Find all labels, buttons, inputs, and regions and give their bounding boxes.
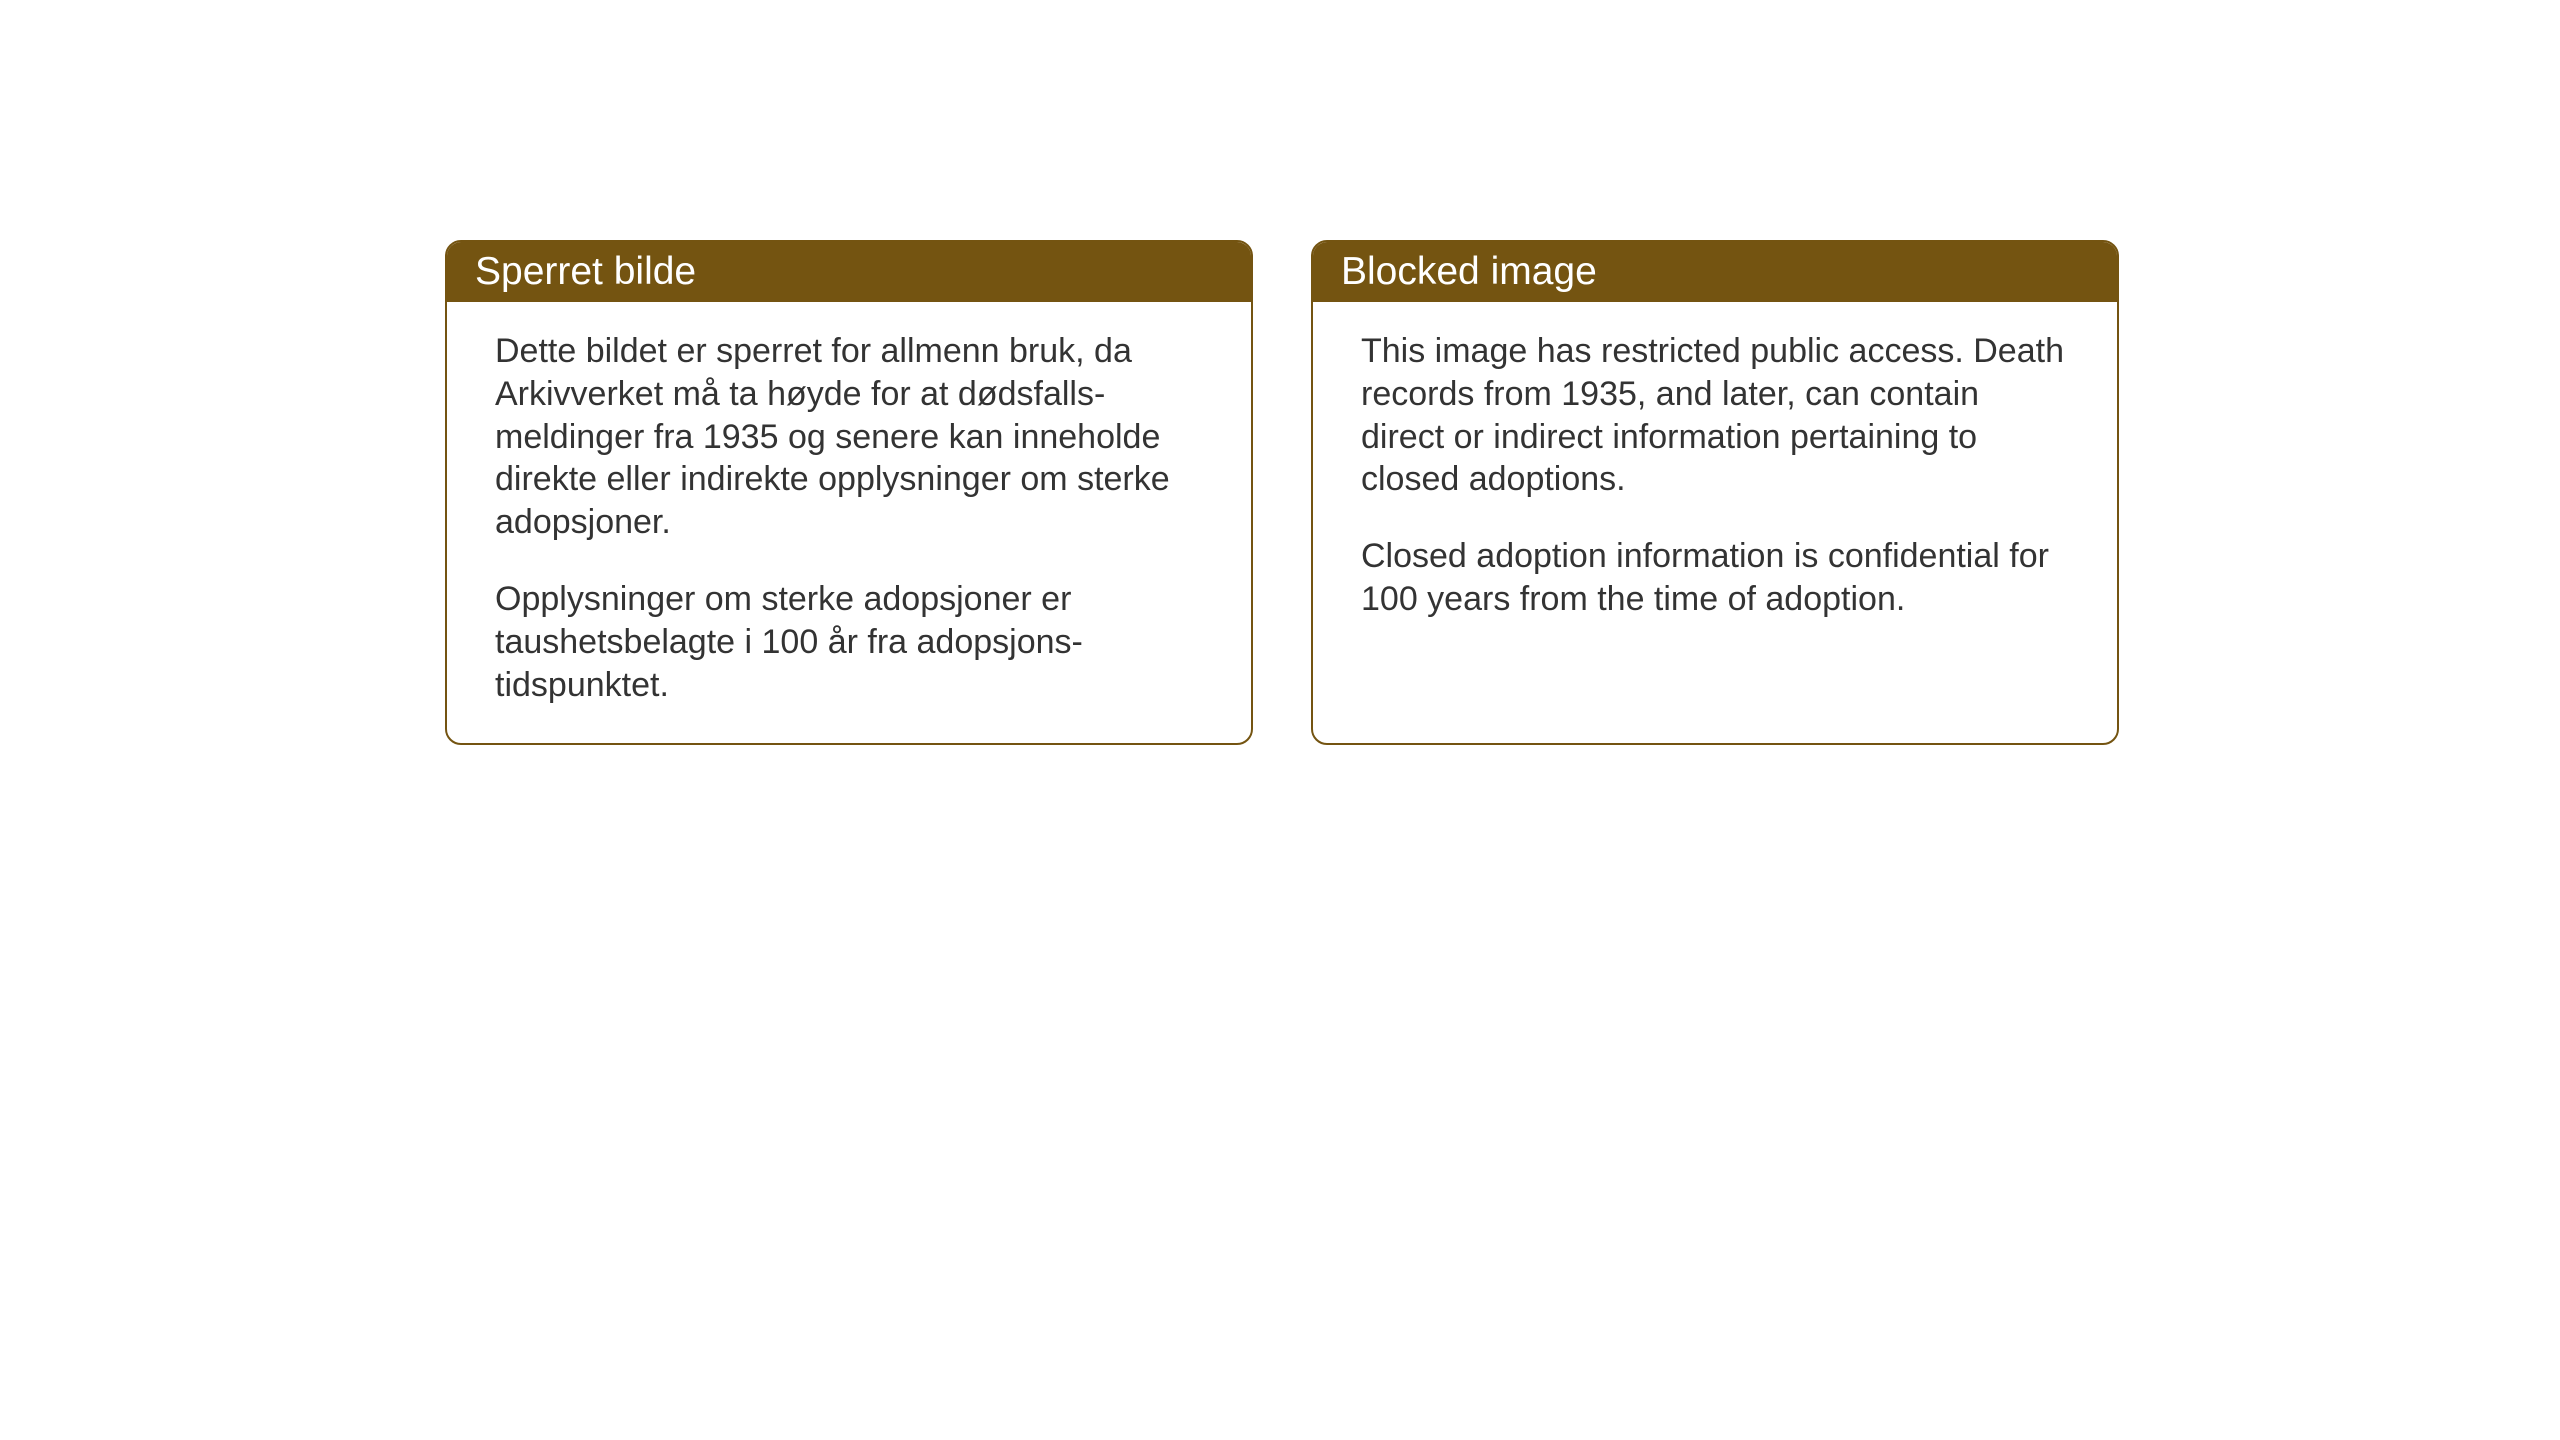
notice-body-norwegian: Dette bildet er sperret for allmenn bruk… <box>447 302 1251 743</box>
notice-container: Sperret bilde Dette bildet er sperret fo… <box>445 240 2119 745</box>
notice-paragraph: Closed adoption information is confident… <box>1361 535 2069 621</box>
notice-paragraph: Opplysninger om sterke adopsjoner er tau… <box>495 578 1203 706</box>
notice-paragraph: Dette bildet er sperret for allmenn bruk… <box>495 330 1203 544</box>
notice-header-norwegian: Sperret bilde <box>447 242 1251 302</box>
notice-box-english: Blocked image This image has restricted … <box>1311 240 2119 745</box>
notice-body-english: This image has restricted public access.… <box>1313 302 2117 722</box>
notice-box-norwegian: Sperret bilde Dette bildet er sperret fo… <box>445 240 1253 745</box>
notice-header-english: Blocked image <box>1313 242 2117 302</box>
notice-paragraph: This image has restricted public access.… <box>1361 330 2069 501</box>
